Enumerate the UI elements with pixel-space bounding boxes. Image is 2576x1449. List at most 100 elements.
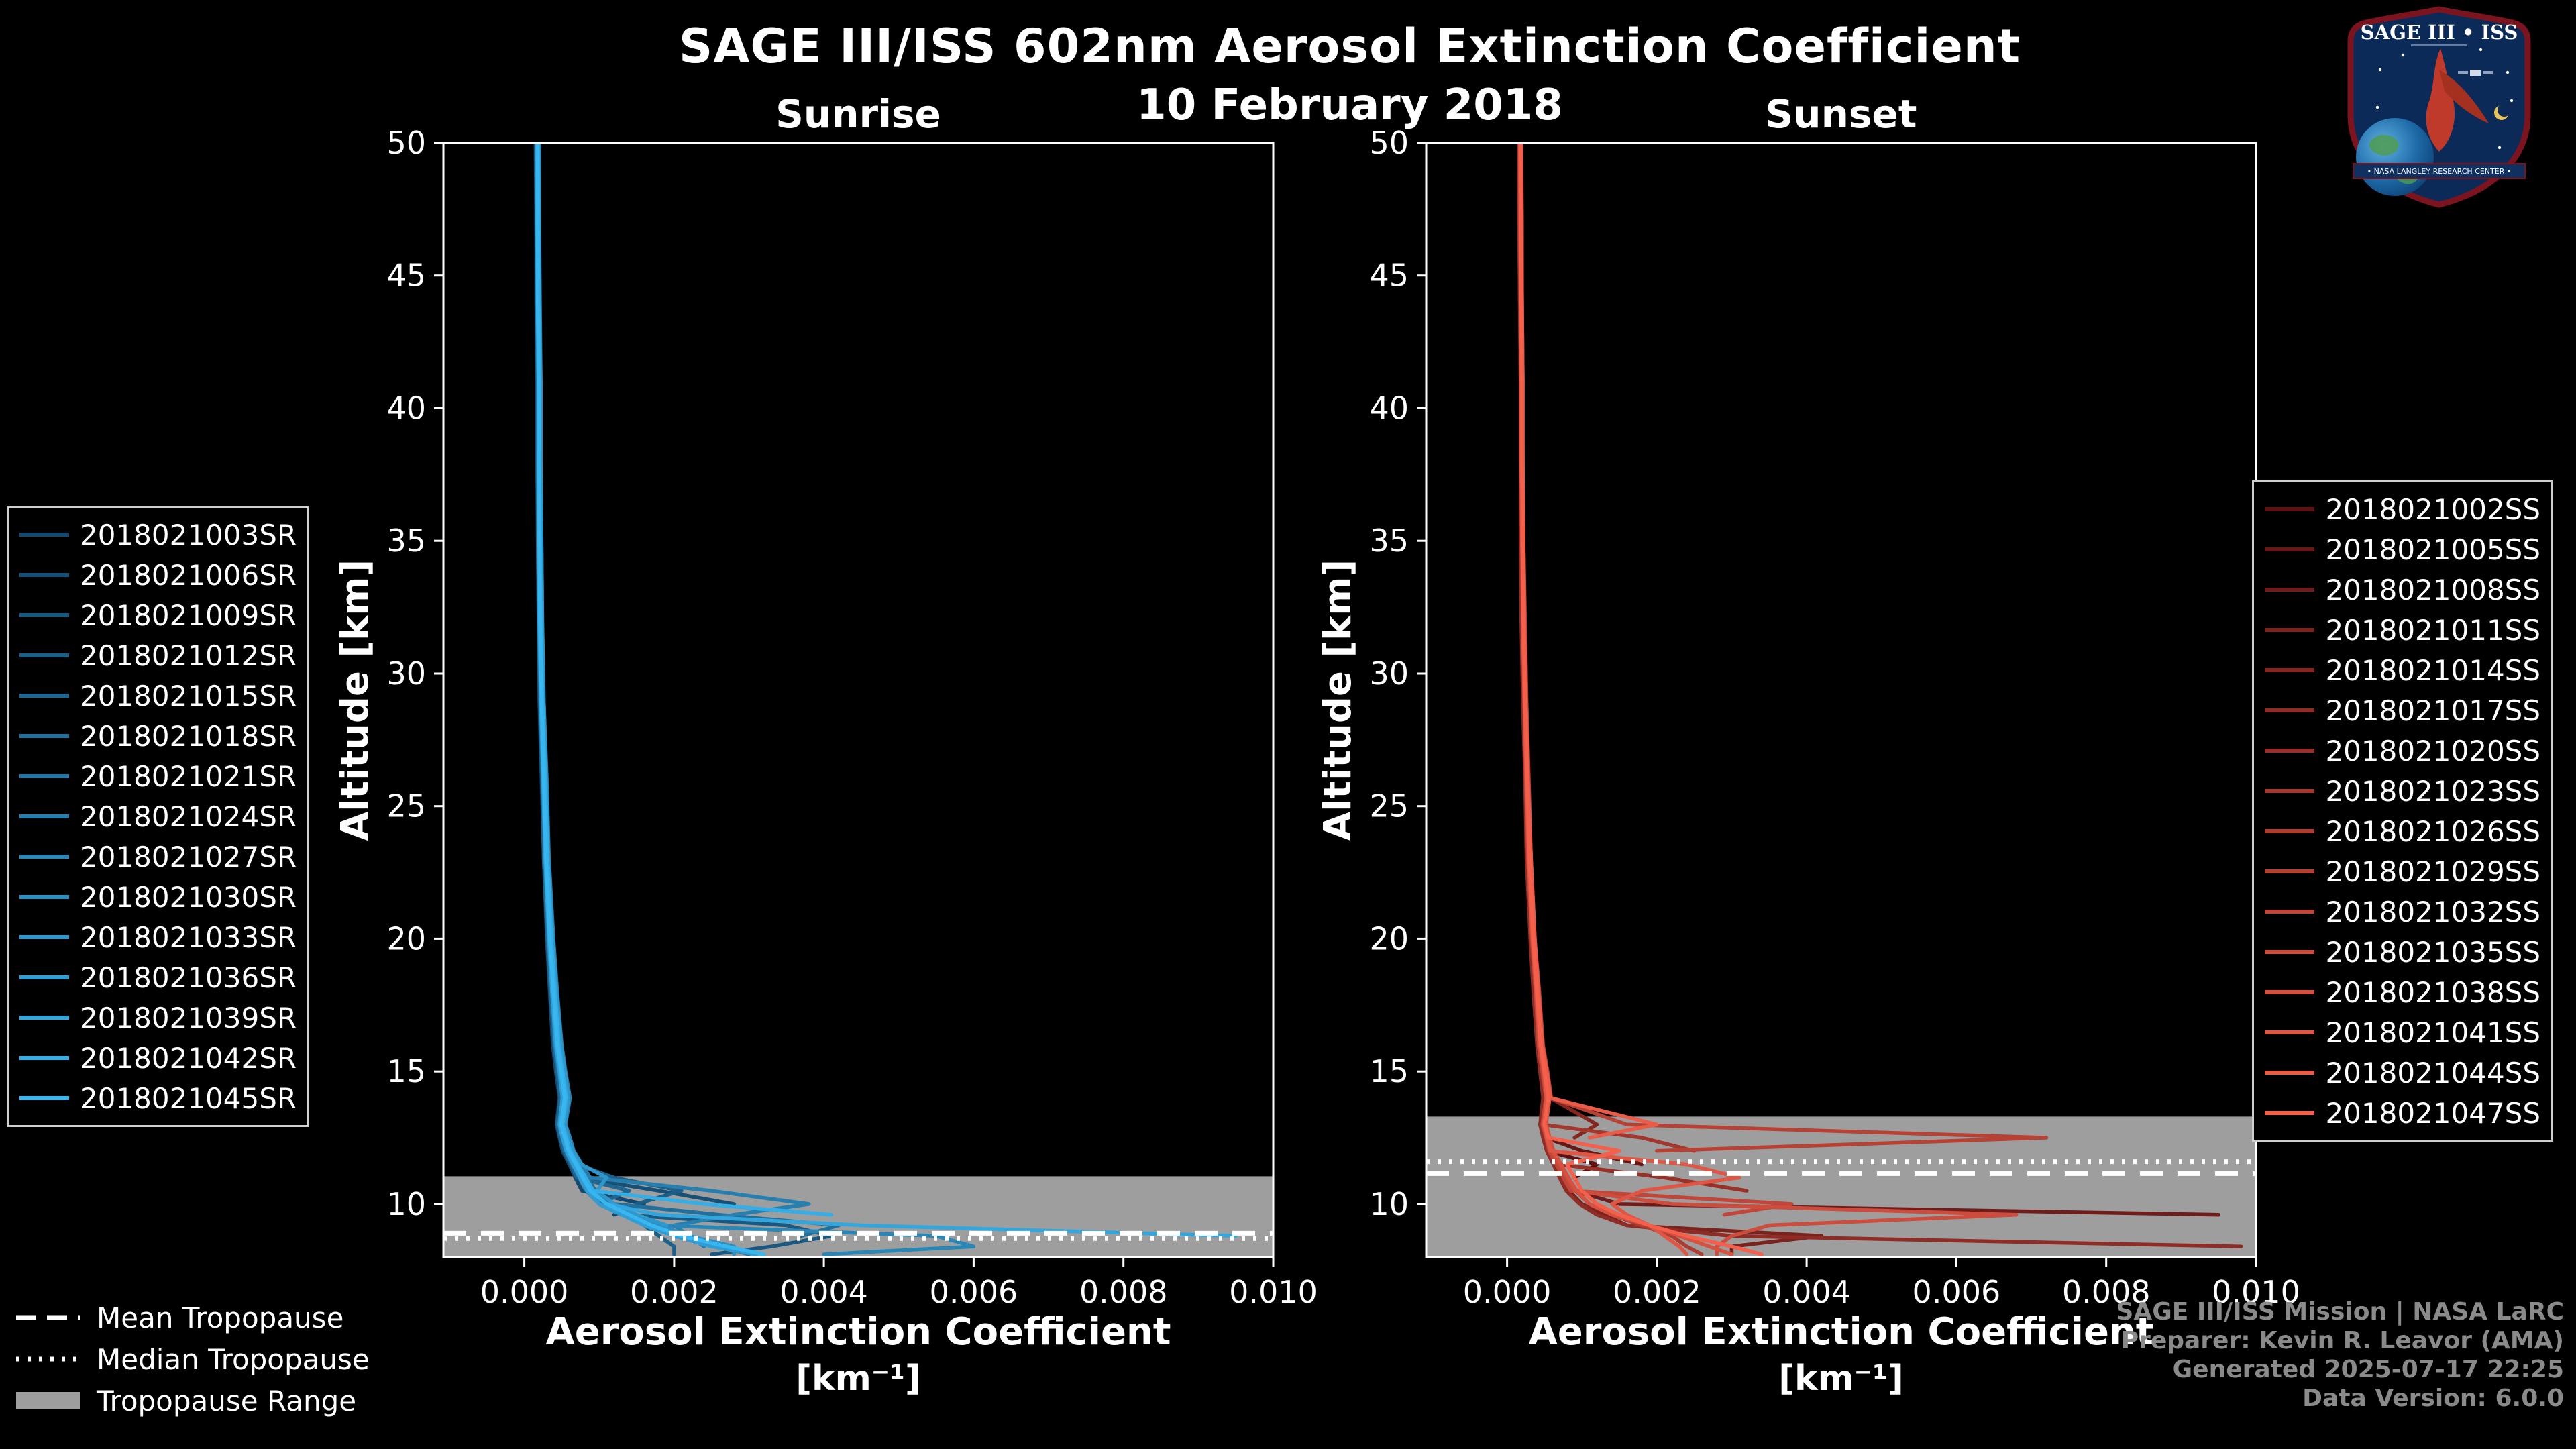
median-tropopause-label: Median Tropopause [97, 1342, 370, 1376]
legend-item: 2018021014SS [2265, 650, 2540, 690]
y-tick-label: 40 [1369, 390, 1409, 427]
series-color-swatch [2265, 708, 2315, 712]
legend-item: 2018021012SR [19, 635, 297, 676]
y-tick-label: 35 [386, 523, 426, 559]
y-tick-label: 30 [386, 655, 426, 692]
y-tick-label: 30 [1369, 655, 1409, 692]
mean-tropopause-label: Mean Tropopause [97, 1301, 344, 1334]
profile-line-2018021024SR [537, 143, 811, 1248]
logo-earth-land [2369, 134, 2399, 156]
x-tick-label: 0.004 [1762, 1274, 1851, 1310]
profile-line-2018021027SR [535, 143, 976, 1256]
x-tick-label: 0.010 [2212, 1274, 2300, 1310]
series-color-swatch [2265, 588, 2315, 592]
series-label: 2018021036SR [80, 961, 297, 994]
series-label: 2018021015SR [80, 679, 297, 712]
x-tick-label: 0.002 [630, 1274, 718, 1310]
sunset-panel: 0.000 0.002 0.004 0.006 0.008 0.010 10 15 20 25 30… [1316, 125, 2300, 1399]
profile-line-2018021003SR [533, 143, 646, 1217]
series-label: 2018021030SR [80, 880, 297, 914]
series-color-swatch [2265, 910, 2315, 914]
series-label: 2018021014SS [2325, 653, 2540, 687]
figure-title: SAGE III/ISS 602nm Aerosol Extinction Co… [678, 19, 2021, 74]
y-tick-label: 45 [386, 258, 426, 294]
series-label: 2018021017SS [2325, 694, 2540, 727]
y-tick-label: 25 [1369, 788, 1409, 824]
series-color-swatch [19, 1056, 69, 1060]
series-label: 2018021021SR [80, 759, 297, 793]
series-color-swatch [2265, 950, 2315, 954]
y-tick-label: 20 [386, 920, 426, 957]
profile-line-2018021039SR [535, 143, 1238, 1238]
legend-item: 2018021038SS [2265, 972, 2540, 1012]
y-tick-label: 15 [386, 1053, 426, 1089]
x-tick-label: 0.002 [1613, 1274, 1701, 1310]
series-color-swatch [19, 613, 69, 617]
sunset-legend: 2018021002SS 2018021005SS 2018021008SS 2018… [2252, 480, 2553, 1142]
x-tick-label: 0.000 [480, 1274, 569, 1310]
x-tick-label: 0.008 [1079, 1274, 1168, 1310]
series-label: 2018021045SR [80, 1081, 297, 1115]
x-tick-label: 0.006 [1913, 1274, 2001, 1310]
series-label: 2018021047SS [2325, 1096, 2540, 1130]
series-label: 2018021041SS [2325, 1016, 2540, 1049]
legend-item: 2018021036SR [19, 957, 297, 998]
logo-title: SAGE III • ISS [2361, 21, 2518, 44]
profile-line-2018021008SS [1518, 143, 2220, 1217]
tropopause-range-band [443, 1176, 1273, 1257]
series-label: 2018021044SS [2325, 1056, 2540, 1089]
footer-line: Preparer: Kevin R. Leavor (AMA) [2121, 1327, 2564, 1354]
y-tick-label: 10 [386, 1186, 426, 1222]
legend-item: 2018021009SR [19, 595, 297, 635]
series-color-swatch [2265, 1030, 2315, 1034]
y-axis-label: Altitude [km] [1316, 559, 1360, 841]
profiles-group [1517, 143, 2243, 1256]
series-color-swatch [19, 694, 69, 698]
series-color-swatch [19, 653, 69, 657]
logo-moon-icon [2494, 103, 2511, 120]
legend-item: 2018021032SS [2265, 892, 2540, 932]
series-label: 2018021029SS [2325, 855, 2540, 888]
profile-line-2018021041SS [1517, 143, 1741, 1256]
profile-line-2018021015SR [534, 143, 631, 1206]
series-label: 2018021033SR [80, 920, 297, 954]
profile-line-2018021023SS [1517, 143, 1697, 1153]
dashed-line-sample [15, 1311, 82, 1324]
series-color-swatch [2265, 1111, 2315, 1115]
series-label: 2018021002SS [2325, 492, 2540, 526]
sunrise-panel: 0.000 0.002 0.004 0.006 0.008 0.010 10 15 20 25 30… [333, 125, 1318, 1399]
x-axis-units: [km⁻¹] [1778, 1358, 1904, 1399]
series-color-swatch [2265, 749, 2315, 753]
series-label: 2018021026SS [2325, 814, 2540, 848]
series-label: 2018021027SR [80, 840, 297, 873]
y-tick-label: 50 [1369, 125, 1409, 161]
profile-line-2018021032SS [1517, 143, 1794, 1217]
y-tick-label: 10 [1369, 1186, 1409, 1222]
series-color-swatch [2265, 668, 2315, 672]
legend-item: 2018021045SR [19, 1078, 297, 1118]
sage-iss-logo: • NASA LANGLEY RESEARCH CENTER • SAGE II… [2347, 6, 2531, 208]
profile-line-2018021038SS [1519, 143, 1734, 1256]
profile-line-2018021011SS [1517, 143, 1824, 1256]
legend-item: 2018021029SS [2265, 851, 2540, 892]
footer-line: Data Version: 6.0.0 [2302, 1385, 2564, 1412]
profile-line-2018021035SS [1518, 143, 2019, 1256]
logo-figure [2426, 48, 2455, 152]
profile-line-2018021009SR [535, 143, 834, 1256]
footer-line: SAGE III/ISS Mission | NASA LaRC [2116, 1298, 2564, 1326]
series-color-swatch [2265, 628, 2315, 632]
series-color-swatch [19, 1016, 69, 1020]
legend-item: 2018021002SS [2265, 489, 2540, 529]
series-label: 2018021011SS [2325, 613, 2540, 647]
series-label: 2018021006SR [80, 558, 297, 592]
legend-item: 2018021033SR [19, 917, 297, 957]
x-tick-label: 0.008 [2062, 1274, 2151, 1310]
figure-date: 10 February 2018 [1136, 80, 1563, 130]
series-color-swatch [19, 533, 69, 537]
series-label: 2018021020SS [2325, 734, 2540, 767]
profile-line-2018021020SS [1518, 143, 1749, 1193]
series-color-swatch [19, 975, 69, 979]
legend-item: 2018021041SS [2265, 1012, 2540, 1053]
series-color-swatch [19, 573, 69, 577]
legend-item: 2018021008SS [2265, 570, 2540, 610]
